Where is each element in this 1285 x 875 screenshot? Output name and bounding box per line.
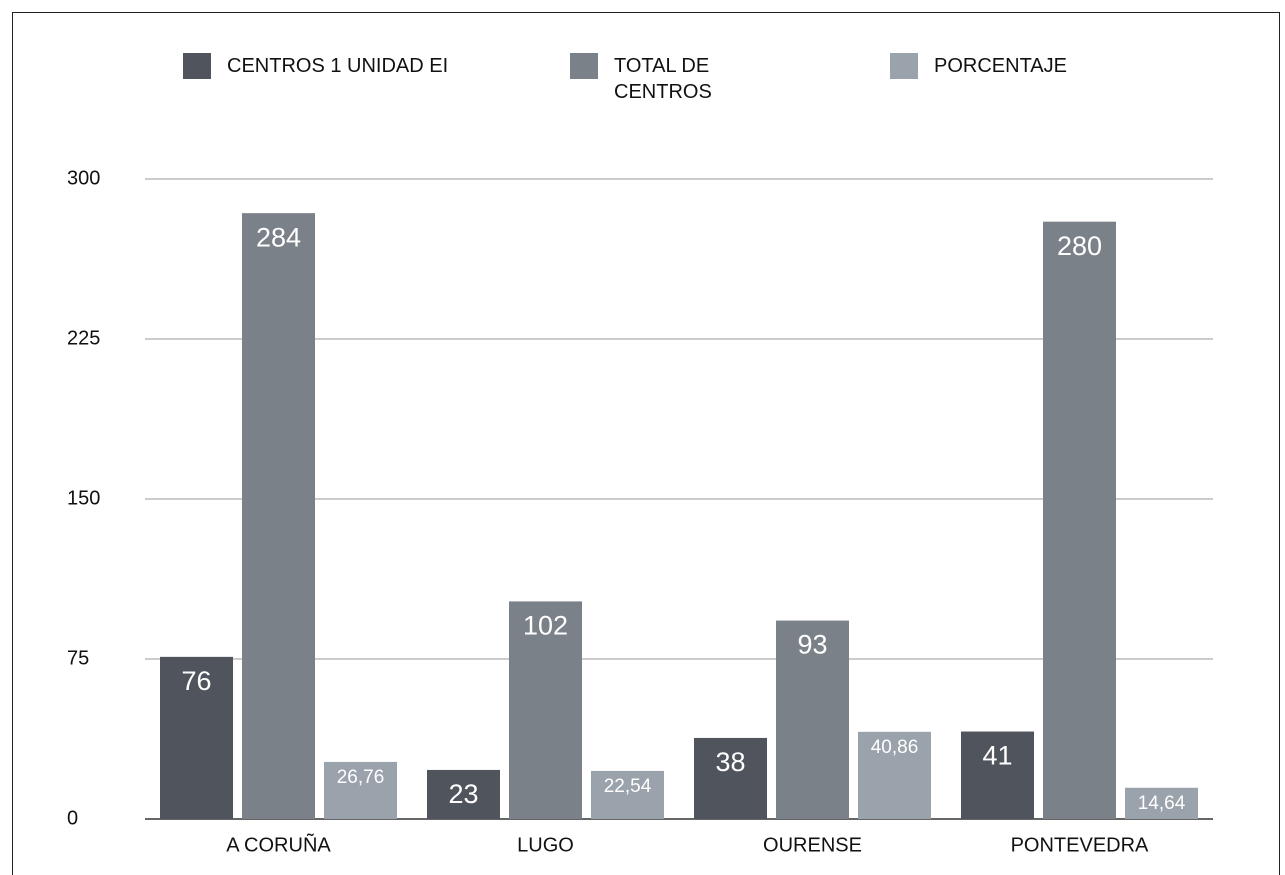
value-label: 14,64 <box>1138 793 1186 814</box>
legend-swatch <box>890 53 918 79</box>
value-label: 22,54 <box>604 776 652 797</box>
value-label: 41 <box>982 741 1012 771</box>
y-tick-label: 150 <box>67 487 100 509</box>
value-label: 38 <box>715 747 745 777</box>
value-label: 102 <box>523 611 568 641</box>
bar <box>427 769 500 819</box>
legend-label: TOTAL DE CENTROS <box>614 55 712 103</box>
legend-label: CENTROS 1 UNIDAD EI <box>227 55 449 77</box>
value-label: 26,76 <box>337 767 385 788</box>
x-tick-label: PONTEVEDRA <box>1011 834 1149 856</box>
bar <box>1125 787 1198 819</box>
bar <box>961 731 1034 819</box>
bar <box>242 213 315 820</box>
y-tick-label: 225 <box>67 327 100 349</box>
bar <box>1043 221 1116 819</box>
bar <box>324 761 397 819</box>
bar <box>694 737 767 819</box>
bar <box>591 770 664 819</box>
value-label: 280 <box>1057 231 1102 261</box>
x-tick-label: A CORUÑA <box>226 832 331 856</box>
legend-swatch <box>570 53 598 79</box>
legend-item: PORCENTAJE <box>890 53 1190 79</box>
value-label: 23 <box>448 779 478 809</box>
value-label: 76 <box>181 666 211 696</box>
bar <box>160 656 233 819</box>
legend-label: PORCENTAJE <box>934 55 1067 77</box>
bar <box>858 731 931 819</box>
bar <box>776 620 849 819</box>
x-tick-label: LUGO <box>517 834 574 856</box>
value-label: 93 <box>797 630 827 660</box>
y-tick-label: 0 <box>67 807 78 829</box>
value-label: 284 <box>256 222 301 252</box>
frame <box>12 12 1280 875</box>
legend-item: TOTAL DE CENTROS <box>570 53 720 105</box>
value-label: 40,86 <box>871 737 919 758</box>
x-tick-label: OURENSE <box>763 834 862 856</box>
legend-swatch <box>183 53 211 79</box>
y-tick-label: 75 <box>67 647 89 669</box>
bar <box>509 601 582 819</box>
legend-item: CENTROS 1 UNIDAD EI <box>183 53 543 79</box>
y-tick-label: 300 <box>67 167 100 189</box>
